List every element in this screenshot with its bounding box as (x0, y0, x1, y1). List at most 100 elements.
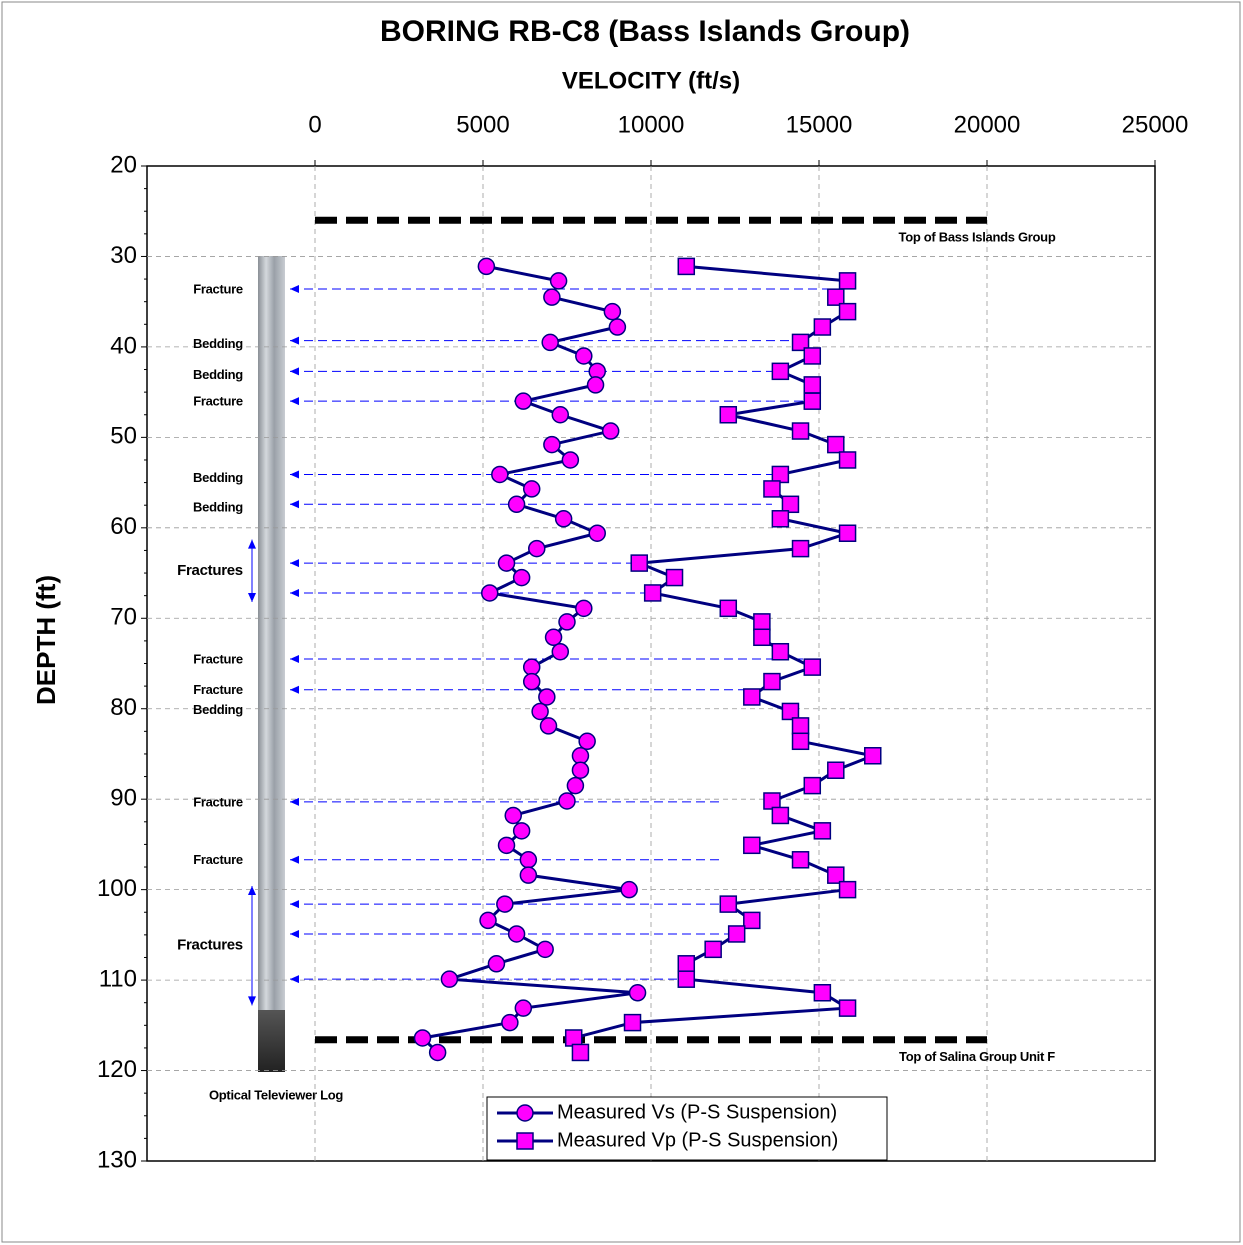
marker (501, 1013, 519, 1032)
marker (549, 272, 568, 290)
marker (519, 851, 538, 869)
legend-marker (516, 1132, 534, 1150)
marker (519, 866, 538, 884)
span-head (248, 886, 256, 896)
marker (551, 406, 570, 424)
arrow-head (290, 397, 299, 406)
marker (771, 806, 790, 825)
span-head (248, 539, 256, 549)
marker (771, 362, 790, 381)
marker (771, 510, 790, 528)
feature-label: Fractures (177, 562, 243, 579)
log-strip (258, 256, 285, 1016)
x-tick-label: 5000 (456, 111, 509, 138)
feature-label: Fracture (193, 394, 243, 409)
marker (677, 257, 696, 276)
marker (558, 613, 576, 631)
marker (753, 628, 771, 647)
marker (827, 288, 845, 306)
legend-box (486, 1096, 888, 1161)
marker (743, 688, 761, 706)
y-tick-label: 30 (110, 242, 137, 269)
marker (813, 318, 832, 336)
marker (791, 539, 810, 558)
marker (561, 451, 580, 469)
marker (413, 1029, 432, 1047)
marker (440, 970, 459, 988)
marker (827, 866, 845, 884)
marker (543, 435, 561, 454)
span-head (248, 996, 256, 1006)
marker (623, 1013, 642, 1032)
feature-label: Fracture (193, 794, 243, 809)
legend-marker (516, 1104, 534, 1122)
arrow-head (290, 367, 299, 376)
marker (522, 672, 541, 691)
marker (544, 628, 563, 647)
marker (507, 925, 526, 943)
marker (803, 392, 822, 410)
marker (575, 599, 593, 618)
feature-label: Fracture (193, 651, 243, 666)
marker (791, 851, 810, 869)
y-tick-label: 40 (110, 332, 137, 359)
x-tick-label: 0 (308, 111, 321, 138)
arrow-head (290, 285, 299, 294)
marker (771, 642, 790, 661)
y-axis-label: DEPTH (ft) (31, 575, 61, 705)
marker (586, 376, 605, 394)
marker (803, 776, 822, 795)
log-label: Optical Televiewer Log (209, 1087, 343, 1102)
x-axis-label: VELOCITY (ft/s) (562, 67, 740, 94)
arrow-head (290, 855, 299, 864)
marker (781, 702, 800, 721)
y-tick-label: 110 (99, 965, 137, 992)
marker (571, 1043, 590, 1062)
marker (487, 955, 506, 973)
arrow-head (290, 654, 299, 663)
y-tick-label: 20 (110, 151, 137, 178)
arrow-head (290, 470, 299, 479)
feature-label: Bedding (193, 367, 243, 382)
marker (571, 761, 590, 779)
marker (719, 599, 738, 618)
marker (551, 642, 570, 661)
marker (628, 984, 647, 1002)
marker (743, 836, 761, 855)
marker (554, 510, 573, 528)
arrow-head (290, 500, 299, 509)
marker (827, 761, 845, 779)
y-tick-label: 120 (97, 1056, 137, 1083)
marker (601, 422, 620, 440)
marker (791, 422, 810, 440)
feature-label: Bedding (193, 702, 243, 717)
log-strip-dark (258, 1010, 285, 1072)
marker (504, 806, 522, 825)
y-tick-label: 130 (97, 1146, 137, 1173)
marker (665, 568, 684, 587)
marker (813, 984, 832, 1002)
marker (514, 392, 533, 410)
arrow-head (290, 797, 299, 806)
marker (781, 495, 800, 514)
feature-label: Fractures (177, 937, 243, 954)
chart-title: BORING RB-C8 (Bass Islands Group) (380, 15, 910, 48)
marker (791, 717, 810, 735)
marker (791, 732, 810, 751)
marker (803, 347, 822, 365)
boundary-label: Top of Bass Islands Group (899, 230, 1056, 245)
marker (803, 658, 822, 676)
marker (719, 406, 738, 424)
marker (763, 672, 781, 691)
marker (771, 465, 790, 484)
marker (838, 999, 857, 1017)
marker (522, 480, 541, 498)
feature-label: Bedding (193, 470, 243, 485)
marker (497, 554, 516, 572)
arrow-head (290, 336, 299, 345)
marker (566, 776, 585, 795)
marker (522, 658, 541, 676)
span-head (248, 592, 256, 602)
marker (578, 732, 596, 751)
